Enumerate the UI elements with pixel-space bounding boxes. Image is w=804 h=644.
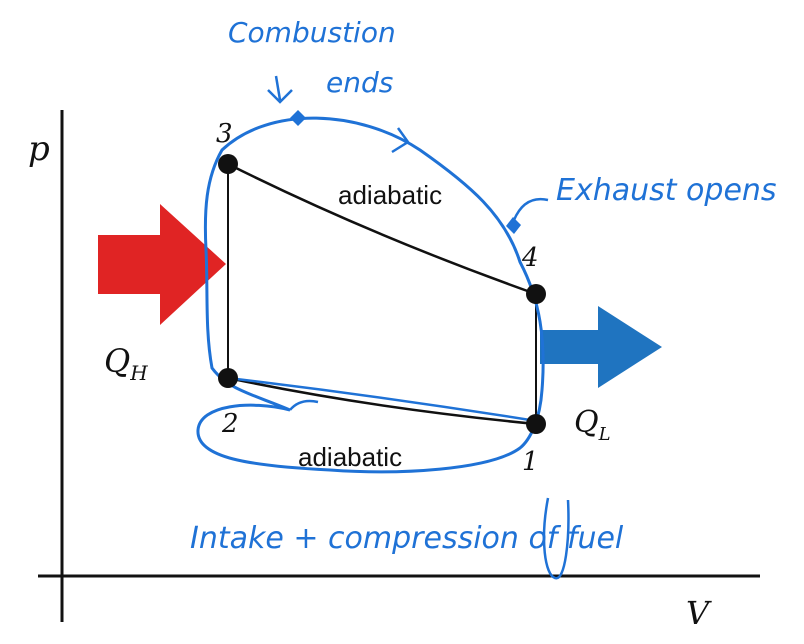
state-point-1	[526, 414, 546, 434]
state-point-2	[218, 368, 238, 388]
combustion-pointer	[267, 75, 293, 104]
exhaust-open-marker	[506, 217, 521, 234]
annotation-exhaust: Exhaust opens	[556, 173, 777, 208]
point-label-2: 2	[221, 409, 239, 439]
heat-in-label: QH	[104, 342, 148, 385]
blue-compression-trace	[227, 376, 531, 422]
annotation-ends: ends	[326, 66, 393, 99]
x-axis-label: V	[686, 594, 712, 632]
combustion-end-marker	[290, 110, 306, 126]
blue-direction-arrow-lower	[289, 399, 319, 411]
heat-out-arrow	[540, 306, 662, 388]
state-point-4	[526, 284, 546, 304]
blue-direction-arrow-upper	[391, 127, 410, 154]
adiabatic-label-lower: adiabatic	[298, 442, 402, 472]
intake-underline-loop	[542, 497, 570, 580]
annotation-combustion: Combustion	[228, 16, 396, 49]
y-axis-label: p	[28, 129, 50, 169]
exhaust-pointer	[512, 197, 549, 221]
blue-cycle-loop	[196, 116, 545, 474]
heat-in-arrow	[98, 204, 226, 325]
state-point-3	[218, 154, 238, 174]
adiabatic-label-upper: adiabatic	[338, 180, 442, 210]
annotation-intake: Intake + compression of fuel	[190, 521, 624, 556]
point-label-3: 3	[216, 119, 233, 149]
point-label-1: 1	[522, 447, 539, 477]
point-label-4: 4	[521, 243, 539, 273]
process-3-4-line	[227, 162, 537, 296]
heat-out-label: QL	[574, 405, 611, 445]
process-1-2-line	[227, 376, 537, 426]
